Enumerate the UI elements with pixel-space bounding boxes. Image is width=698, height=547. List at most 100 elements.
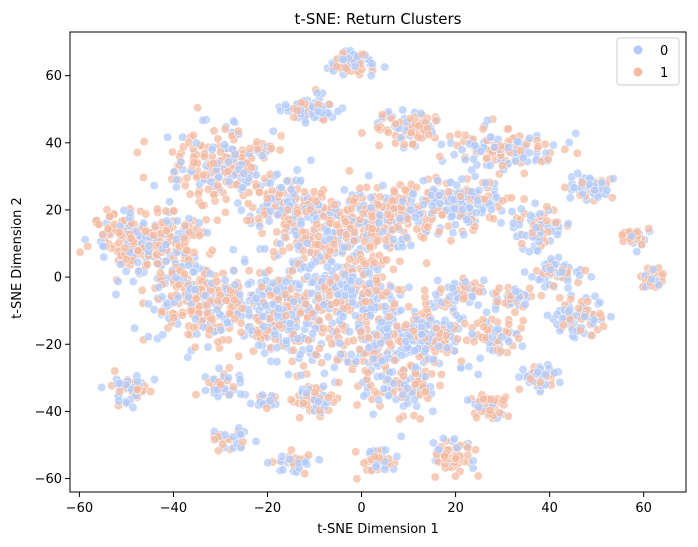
scatter-point-class-0 bbox=[371, 462, 381, 472]
scatter-point-class-1 bbox=[334, 377, 344, 387]
scatter-point-class-0 bbox=[292, 165, 302, 175]
scatter-point-class-0 bbox=[121, 266, 131, 276]
scatter-point-class-0 bbox=[305, 343, 314, 353]
scatter-point-class-0 bbox=[448, 228, 458, 238]
scatter-point-class-0 bbox=[240, 257, 250, 267]
scatter-point-class-0 bbox=[648, 264, 658, 274]
scatter-point-class-0 bbox=[150, 375, 159, 384]
scatter-point-class-1 bbox=[421, 387, 430, 397]
scatter-point-class-1 bbox=[244, 188, 254, 198]
scatter-point-class-0 bbox=[420, 372, 430, 382]
scatter-point-class-0 bbox=[200, 291, 210, 301]
scatter-point-class-0 bbox=[485, 160, 495, 170]
scatter-point-class-0 bbox=[374, 395, 384, 405]
scatter-point-class-0 bbox=[533, 367, 543, 377]
scatter-point-class-1 bbox=[210, 435, 219, 445]
scatter-point-class-0 bbox=[374, 218, 384, 228]
x-tick-label: 20 bbox=[447, 501, 464, 516]
scatter-point-class-1 bbox=[189, 158, 199, 167]
scatter-point-class-1 bbox=[115, 387, 124, 396]
scatter-point-class-1 bbox=[479, 322, 489, 332]
scatter-point-class-0 bbox=[158, 330, 168, 340]
scatter-point-class-1 bbox=[519, 168, 529, 178]
scatter-point-class-0 bbox=[452, 443, 462, 453]
scatter-point-class-1 bbox=[266, 144, 276, 154]
scatter-point-class-0 bbox=[333, 106, 343, 116]
scatter-point-class-0 bbox=[184, 260, 194, 270]
scatter-point-class-0 bbox=[338, 54, 348, 64]
scatter-point-class-1 bbox=[313, 239, 323, 249]
scatter-point-class-1 bbox=[141, 226, 151, 236]
scatter-point-class-1 bbox=[380, 235, 390, 245]
scatter-point-class-1 bbox=[515, 146, 525, 156]
scatter-point-class-1 bbox=[278, 246, 288, 256]
scatter-point-class-0 bbox=[380, 302, 390, 311]
scatter-point-class-1 bbox=[479, 394, 489, 404]
scatter-point-class-0 bbox=[289, 297, 299, 306]
scatter-point-class-0 bbox=[434, 444, 444, 454]
scatter-point-class-0 bbox=[416, 109, 426, 118]
scatter-point-class-0 bbox=[339, 185, 349, 195]
scatter-point-class-0 bbox=[366, 71, 376, 81]
scatter-point-class-0 bbox=[348, 298, 357, 307]
scatter-point-class-1 bbox=[205, 325, 215, 335]
scatter-point-class-0 bbox=[295, 280, 304, 289]
scatter-point-class-0 bbox=[463, 395, 473, 405]
scatter-point-class-0 bbox=[417, 330, 427, 340]
scatter-point-class-1 bbox=[572, 148, 582, 158]
scatter-point-class-0 bbox=[228, 245, 238, 255]
scatter-point-class-1 bbox=[414, 121, 424, 131]
scatter-point-class-1 bbox=[370, 452, 380, 462]
scatter-point-class-0 bbox=[235, 374, 245, 384]
scatter-point-class-1 bbox=[137, 285, 147, 295]
points-layer bbox=[75, 46, 668, 484]
scatter-point-class-0 bbox=[301, 118, 311, 128]
scatter-point-class-0 bbox=[378, 181, 388, 191]
scatter-point-class-0 bbox=[272, 169, 282, 179]
scatter-point-class-0 bbox=[233, 198, 243, 208]
scatter-point-class-0 bbox=[511, 156, 520, 166]
scatter-point-class-0 bbox=[133, 257, 143, 267]
scatter-point-class-0 bbox=[366, 202, 376, 212]
scatter-point-class-1 bbox=[559, 320, 568, 330]
scatter-point-class-1 bbox=[156, 268, 165, 278]
scatter-point-class-0 bbox=[190, 285, 200, 295]
scatter-point-class-1 bbox=[542, 216, 552, 226]
scatter-point-class-1 bbox=[139, 137, 149, 147]
scatter-point-class-0 bbox=[449, 195, 458, 205]
scatter-point-class-0 bbox=[516, 204, 526, 214]
scatter-point-class-1 bbox=[360, 297, 370, 307]
scatter-point-class-1 bbox=[390, 299, 400, 309]
scatter-point-class-0 bbox=[491, 304, 500, 314]
x-tick-label: 0 bbox=[357, 501, 365, 516]
scatter-point-class-0 bbox=[308, 329, 318, 339]
scatter-point-class-0 bbox=[571, 128, 581, 138]
scatter-point-class-0 bbox=[254, 340, 263, 350]
scatter-point-class-1 bbox=[183, 329, 193, 339]
scatter-point-class-0 bbox=[449, 150, 459, 160]
scatter-point-class-0 bbox=[367, 59, 377, 69]
scatter-point-class-1 bbox=[485, 406, 495, 415]
scatter-point-class-1 bbox=[318, 323, 328, 333]
x-tick-label: 40 bbox=[541, 501, 558, 516]
scatter-point-class-0 bbox=[113, 277, 123, 286]
scatter-point-class-1 bbox=[191, 294, 201, 304]
scatter-point-class-1 bbox=[311, 197, 321, 207]
scatter-point-class-1 bbox=[177, 310, 187, 320]
scatter-point-class-1 bbox=[310, 387, 320, 397]
scatter-point-class-1 bbox=[180, 269, 189, 279]
scatter-point-class-0 bbox=[402, 383, 412, 393]
scatter-point-class-0 bbox=[564, 138, 574, 147]
scatter-point-class-0 bbox=[550, 368, 560, 378]
scatter-point-class-1 bbox=[272, 227, 282, 237]
scatter-point-class-0 bbox=[366, 193, 376, 202]
scatter-point-class-0 bbox=[518, 365, 528, 374]
scatter-point-class-1 bbox=[237, 303, 247, 313]
scatter-point-class-0 bbox=[473, 369, 483, 379]
scatter-point-class-0 bbox=[496, 218, 506, 228]
scatter-point-class-1 bbox=[387, 196, 397, 205]
scatter-point-class-1 bbox=[182, 173, 192, 183]
scatter-point-class-0 bbox=[172, 216, 182, 226]
scatter-point-class-0 bbox=[285, 454, 295, 464]
scatter-point-class-1 bbox=[341, 63, 351, 73]
